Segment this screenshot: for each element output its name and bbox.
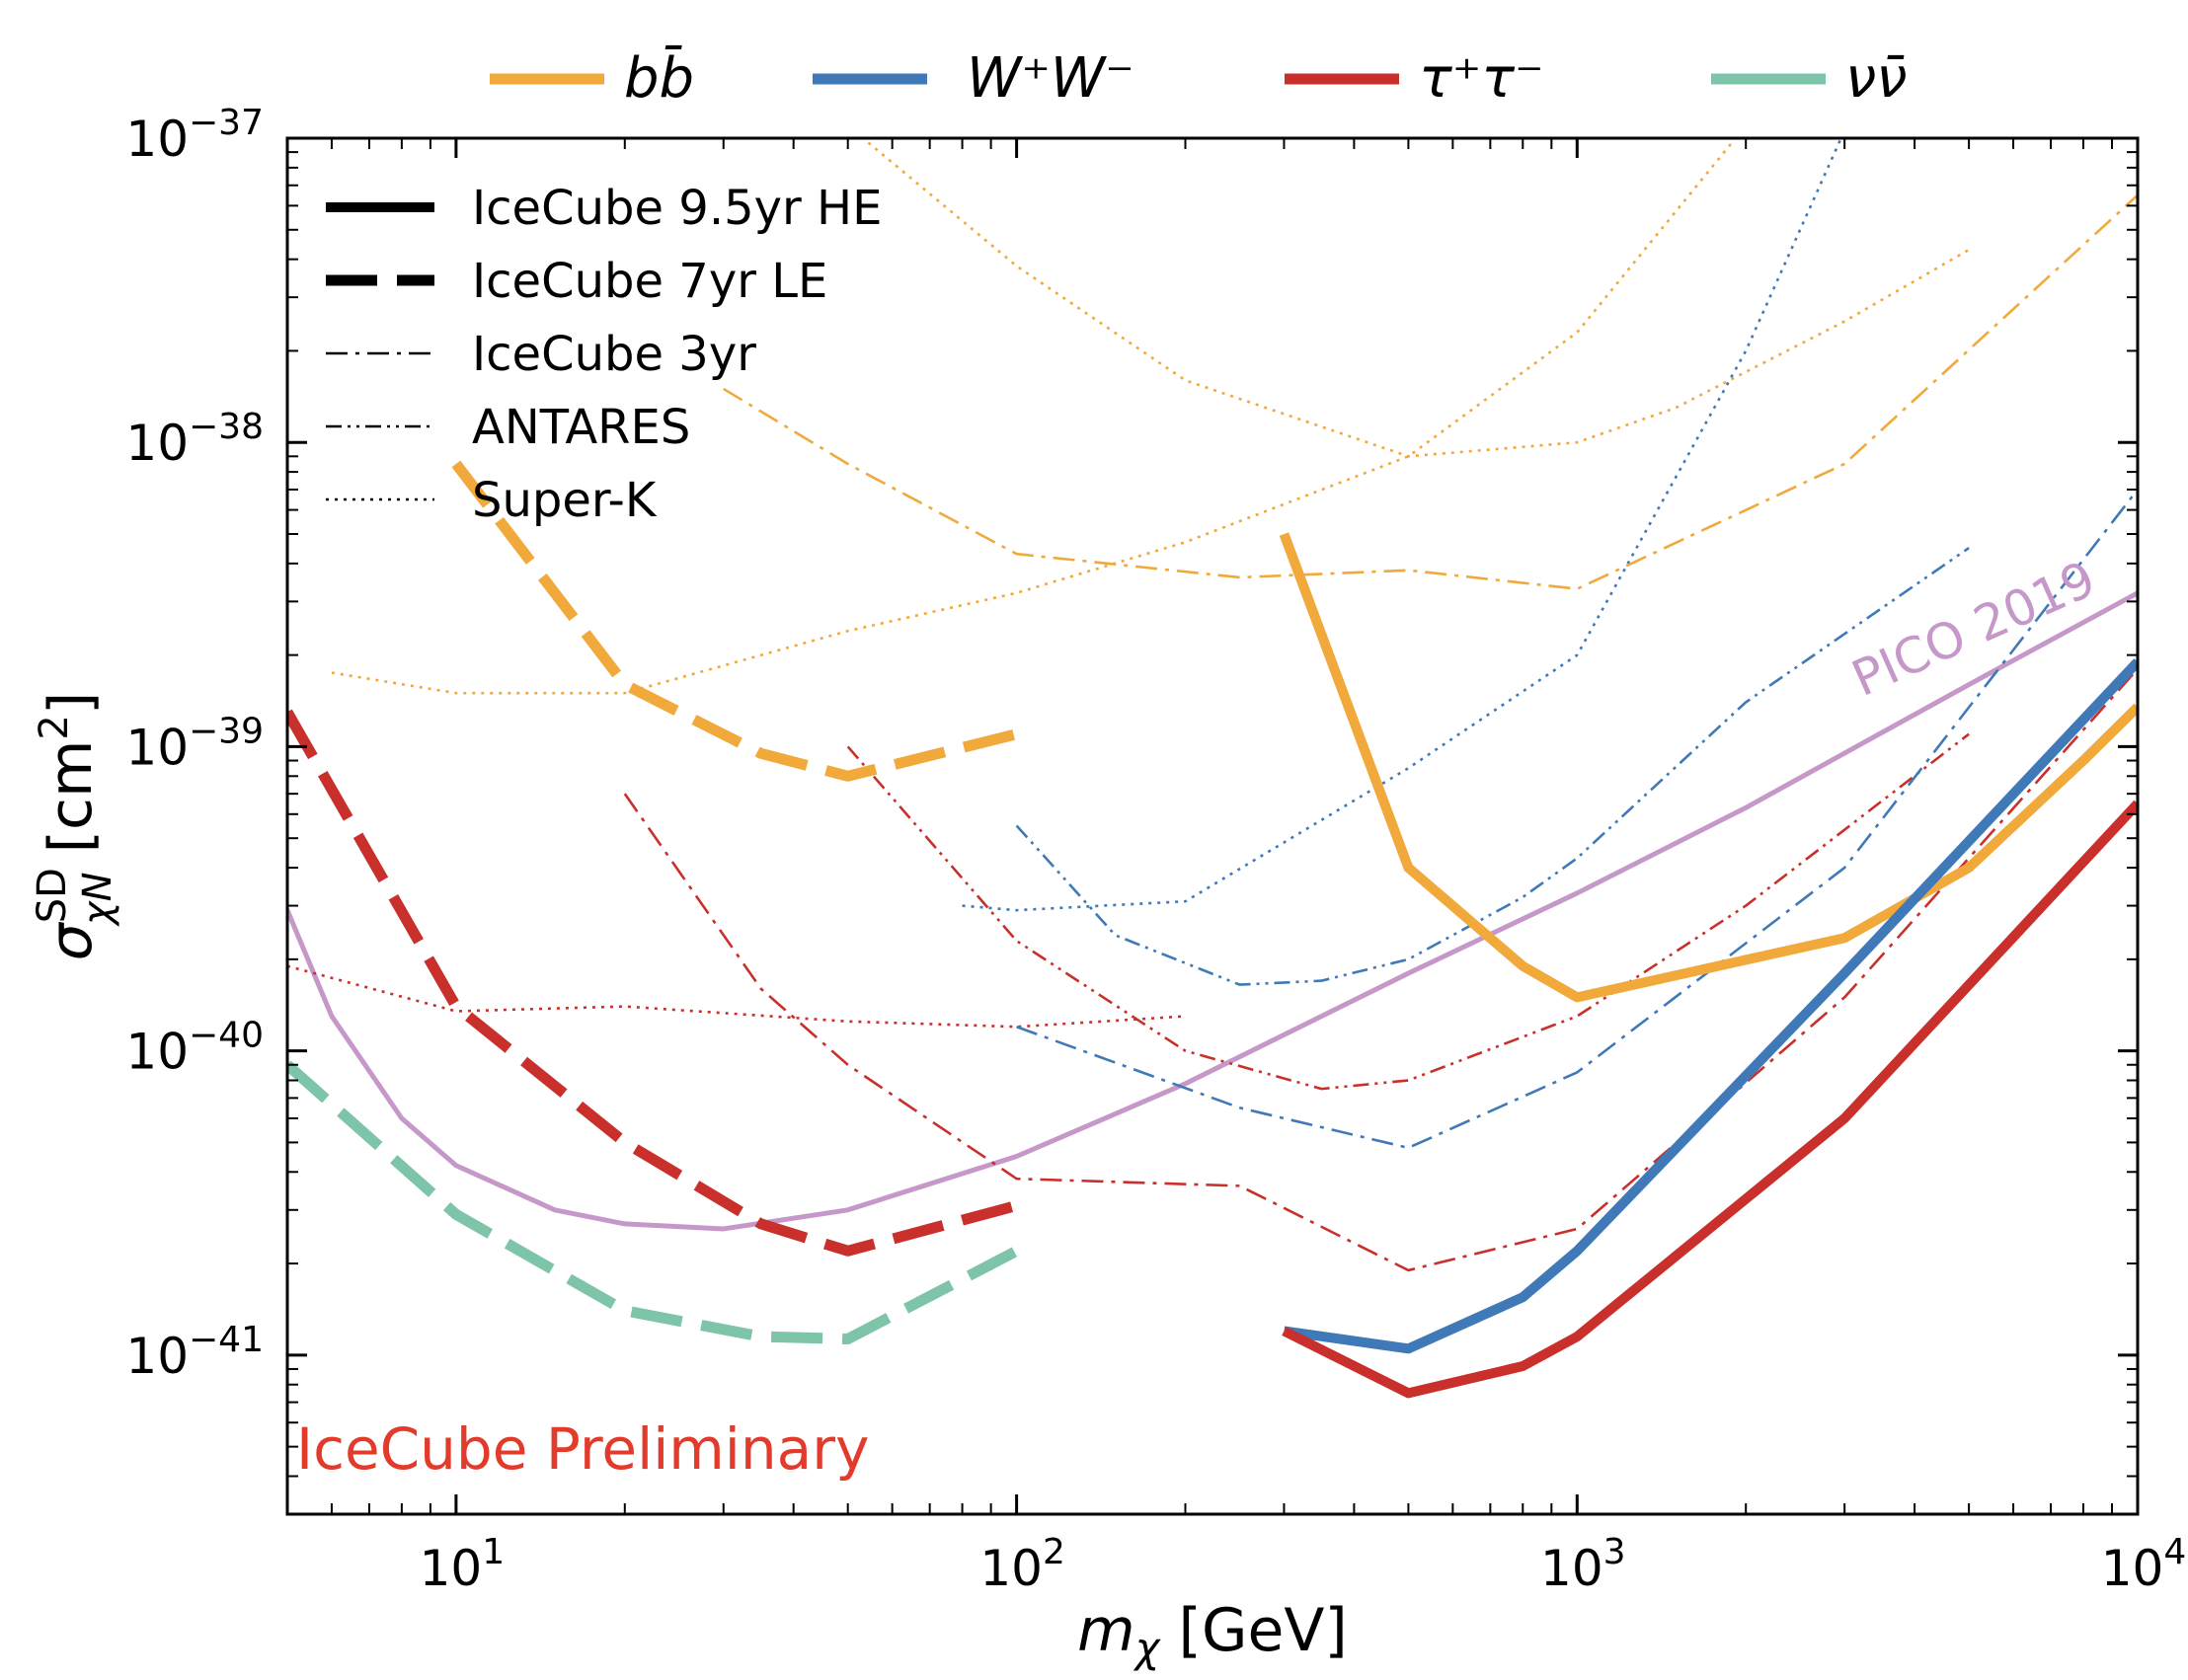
legend-label-ant: ANTARES bbox=[472, 400, 690, 455]
text-layer: 101 102 103 104 10−41 10−40 10−39 10−38 10−37 mχ … bbox=[30, 46, 2186, 1672]
legend-label-ic3: IceCube 3yr bbox=[472, 327, 756, 382]
series-line-he-bb-icecube-9-5yr-he-bb bbox=[1279, 532, 2138, 1003]
series-line-sk-ww-super-k-w-w bbox=[962, 138, 1843, 912]
legend-label-ww: W⁺W⁻ bbox=[967, 46, 1134, 111]
legend-label-nn: νν̄ bbox=[1845, 46, 1908, 111]
series-layer bbox=[287, 138, 2138, 1399]
y-tick-label: 10−40 bbox=[125, 1016, 264, 1081]
x-tick-label: 101 bbox=[420, 1532, 506, 1597]
x-tick-label: 103 bbox=[1540, 1532, 1626, 1597]
y-axis-label: σSDχN [cm2] bbox=[30, 692, 120, 961]
y-tick-label: 10−41 bbox=[125, 1320, 264, 1385]
series-line-sk-tt-super-k bbox=[287, 964, 1186, 1029]
legend-label-le: IceCube 7yr LE bbox=[472, 254, 827, 309]
series-line-sk-bb-super-k-bb-b bbox=[860, 138, 1970, 458]
series-line-le-bb-icecube-7yr-le-bb bbox=[451, 460, 1018, 782]
series-line-ic3-bb-icecube-3yr-bb-a bbox=[723, 193, 2138, 590]
ticks-layer bbox=[286, 136, 2140, 1515]
y-tick-label: 10−39 bbox=[125, 711, 264, 776]
y-tick-label: 10−37 bbox=[125, 103, 264, 168]
series-line-pico-2019 bbox=[287, 590, 2138, 1232]
legend-label-bb: bb̄ bbox=[624, 46, 694, 111]
series-line-ic3-ww-icecube-3yr-w-w bbox=[1016, 489, 2138, 1150]
x-axis-label: mχ [GeV] bbox=[1077, 1596, 1348, 1672]
series-line-ant-tt-antares bbox=[846, 732, 1970, 1091]
series-line-he-ww-icecube-9-5yr-he-w-w bbox=[1283, 658, 2138, 1354]
y-tick-label: 10−38 bbox=[125, 407, 264, 472]
plot-frame bbox=[285, 136, 2140, 1516]
series-line-sk-bb-super-k-bb-a bbox=[331, 138, 1738, 695]
legend-label-he: IceCube 9.5yr HE bbox=[472, 181, 882, 236]
legend-label-sk: Super-K bbox=[472, 473, 658, 528]
series-line-ant-ww-antares-w-w bbox=[1015, 547, 1970, 986]
x-tick-label: 104 bbox=[2101, 1532, 2187, 1597]
legend-label-tt: τ⁺τ⁻ bbox=[1419, 46, 1544, 111]
series-line-he-tt-icecube-9-5yr-he bbox=[1282, 800, 2138, 1399]
preliminary-annotation: IceCube Preliminary bbox=[296, 1415, 869, 1483]
series-line-ic3-tt-icecube-3yr bbox=[623, 667, 2138, 1272]
series-line-le-tt-icecube-7yr-le bbox=[287, 709, 1019, 1257]
x-tick-label: 102 bbox=[979, 1532, 1065, 1597]
series-line-le-nn-icecube-7yr-le bbox=[287, 1060, 1020, 1344]
